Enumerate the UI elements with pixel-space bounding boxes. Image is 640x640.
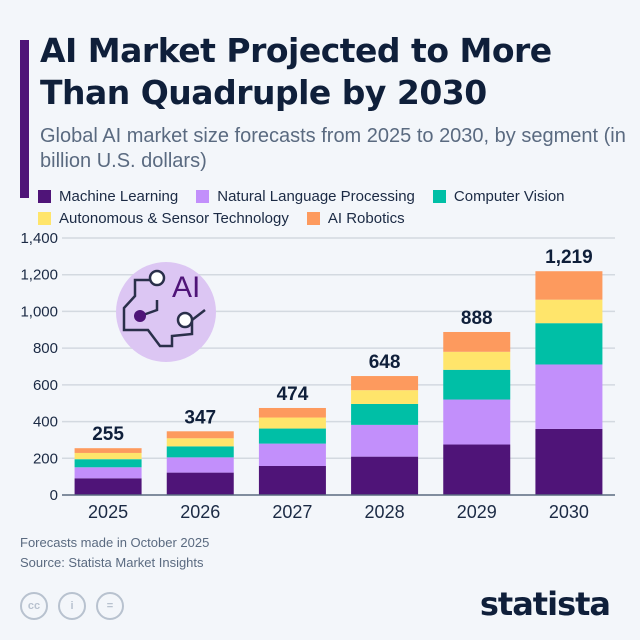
bar-segment xyxy=(258,407,326,418)
bar-segment xyxy=(351,376,419,391)
no-derivatives-icon: = xyxy=(96,592,124,620)
legend-swatch xyxy=(38,190,51,203)
bar-segment xyxy=(258,417,326,429)
bar-segment xyxy=(258,465,326,495)
legend-item: Natural Language Processing xyxy=(196,188,415,205)
bar-total-label: 648 xyxy=(369,352,401,373)
bar-segment xyxy=(443,399,511,445)
bar-segment xyxy=(443,351,511,370)
bar-total-label: 255 xyxy=(92,424,124,445)
legend-label: Computer Vision xyxy=(453,188,565,205)
bar-segment xyxy=(535,323,603,365)
bar-total-label: 888 xyxy=(461,308,493,329)
y-tick-label: 1,400 xyxy=(20,230,58,247)
y-tick-label: 600 xyxy=(33,377,58,394)
bar-segment xyxy=(351,390,419,404)
bar-segment xyxy=(535,428,603,495)
bar-segment xyxy=(351,456,419,495)
x-tick-label: 2030 xyxy=(549,502,589,522)
legend-swatch xyxy=(432,190,446,203)
bar-segment xyxy=(74,459,142,468)
y-tick-label: 800 xyxy=(33,340,58,357)
bar-segment xyxy=(443,331,511,352)
bar-segment xyxy=(443,369,511,400)
x-tick-label: 2028 xyxy=(365,502,405,522)
bar-segment xyxy=(351,403,419,425)
legend-label: Autonomous & Sensor Technology xyxy=(59,210,289,227)
legend-item: Computer Vision xyxy=(432,188,565,205)
legend-swatch xyxy=(306,212,320,225)
x-tick-label: 2025 xyxy=(88,502,128,522)
legend-item: AI Robotics xyxy=(306,210,405,227)
legend-swatch xyxy=(38,212,51,225)
y-tick-label: 200 xyxy=(33,450,58,467)
attribution-icon: i xyxy=(58,592,86,620)
bar-total-label: 347 xyxy=(184,407,216,428)
x-tick-label: 2026 xyxy=(180,502,220,522)
bar-segment xyxy=(166,472,234,495)
ai-label: AI xyxy=(172,271,200,304)
bar-total-label: 474 xyxy=(277,384,309,405)
bar-segment xyxy=(74,478,142,495)
legend-swatch xyxy=(196,190,210,203)
x-tick-label: 2027 xyxy=(272,502,312,522)
ai-illustration-icon: AI xyxy=(116,262,216,362)
source: Source: Statista Market Insights xyxy=(20,555,204,570)
bar-segment xyxy=(535,299,603,324)
bar-segment xyxy=(74,467,142,479)
legend-item: Autonomous & Sensor Technology xyxy=(38,210,289,227)
bar-segment xyxy=(166,431,234,439)
bar-segment xyxy=(166,438,234,447)
stacked-bar-chart: AI 0 200 400 600 800 1,000 1,200 1,400 255 2025 34… xyxy=(20,230,615,522)
bar-segment xyxy=(74,448,142,453)
bar-segment xyxy=(258,443,326,466)
legend-label: AI Robotics xyxy=(327,210,405,227)
bar-segment xyxy=(258,428,326,444)
bar-segment xyxy=(166,446,234,458)
forecast-note: Forecasts made in October 2025 xyxy=(20,535,210,550)
legend-label: Machine Learning xyxy=(59,188,179,205)
bar-segment xyxy=(351,424,419,457)
y-tick-label: 1,200 xyxy=(20,267,58,284)
legend: Machine Learning Natural Language Process… xyxy=(38,188,628,232)
y-tick-label: 0 xyxy=(50,487,58,504)
creative-commons-icon: cc xyxy=(20,592,48,620)
y-tick-label: 1,000 xyxy=(20,303,58,320)
statista-logo: statista xyxy=(479,585,611,623)
bar-segment xyxy=(166,457,234,473)
x-tick-label: 2029 xyxy=(457,502,497,522)
legend-label: Natural Language Processing xyxy=(217,188,415,205)
legend-item: Machine Learning xyxy=(38,188,178,205)
bar-segment xyxy=(443,444,511,495)
bar-total-label: 1,219 xyxy=(545,247,593,268)
chart-subtitle: Global AI market size forecasts from 202… xyxy=(40,125,626,172)
bar-segment xyxy=(535,364,603,429)
title-accent-bar xyxy=(20,40,29,198)
y-tick-label: 400 xyxy=(33,414,58,431)
chart-title: AI Market Projected to More Than Quadrup… xyxy=(40,31,552,112)
bar-segment xyxy=(535,271,603,300)
bar-segment xyxy=(74,452,142,460)
